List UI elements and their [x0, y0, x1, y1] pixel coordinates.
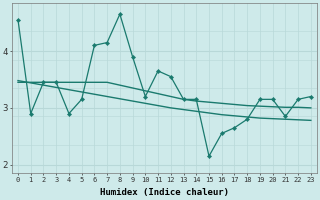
X-axis label: Humidex (Indice chaleur): Humidex (Indice chaleur)	[100, 188, 229, 197]
